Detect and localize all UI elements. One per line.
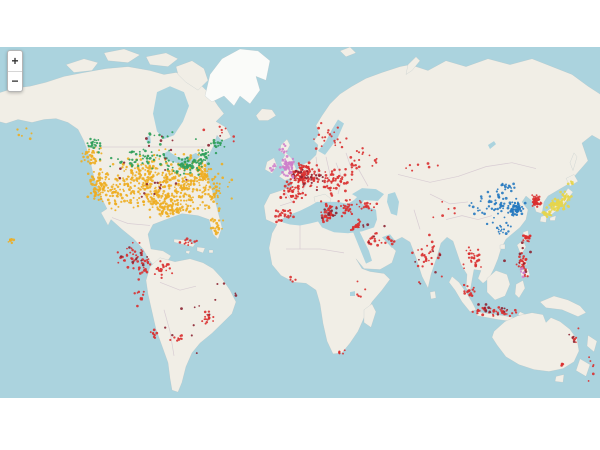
zoom-out-button[interactable]: − <box>11 74 19 89</box>
zoom-control: + − <box>7 50 23 92</box>
hudson-bay <box>153 86 189 140</box>
landmass-north-atlantic-islands <box>255 47 421 121</box>
data-points-layer[interactable] <box>7 122 595 382</box>
world-map[interactable] <box>0 47 600 398</box>
red-sea <box>352 226 372 264</box>
black-sea <box>352 188 384 201</box>
landmass-indian-ocean-islands <box>363 243 506 328</box>
landmass-australia <box>491 312 598 383</box>
landmass-eurafrasia <box>263 58 600 355</box>
caspian-sea <box>387 192 399 216</box>
landmass-arctic-islands <box>65 48 209 91</box>
landmass-japan <box>539 152 579 223</box>
landmass-caribbean <box>173 238 214 255</box>
landmass-philippines-taiwan <box>516 229 531 279</box>
landmass-greenland <box>204 48 271 107</box>
zoom-in-button[interactable]: + <box>8 51 22 72</box>
map-canvas <box>0 47 600 398</box>
